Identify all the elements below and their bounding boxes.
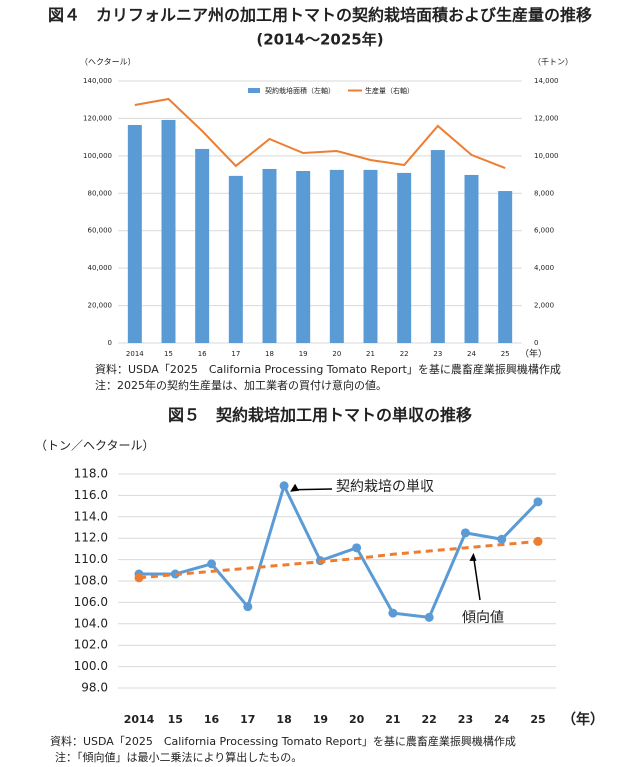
y-tick-label: 120,000 (83, 114, 112, 122)
source: 資料：USDA「2025 California Processing Tomat… (50, 734, 516, 748)
y-tick-label: 100.0 (74, 659, 108, 673)
x-tick-label: 15 (164, 350, 173, 358)
y-tick-label: 98.0 (81, 681, 108, 695)
bar (397, 172, 412, 343)
point (243, 602, 253, 612)
chart-subtitle: (2014～2025年) (256, 31, 383, 49)
x-tick-label: 25 (501, 350, 510, 358)
x-tick-label: 15 (168, 713, 183, 726)
bar (430, 150, 445, 343)
y-tick-label: 114.0 (74, 509, 108, 523)
y-tick-label: 80,000 (88, 189, 113, 197)
x-tick-label: 19 (299, 350, 308, 358)
y2-axis-label: （千トン） (533, 57, 573, 67)
x-tick-label: 19 (313, 713, 328, 726)
x-unit: （年） (562, 711, 604, 728)
bar (228, 175, 243, 343)
chart-title: 図５ 契約栽培加工用トマトの単収の推移 (168, 406, 472, 425)
y-tick-label: 100,000 (83, 152, 112, 160)
x-tick-label: 16 (204, 713, 220, 726)
line (138, 539, 539, 580)
y-tick-label: 40,000 (88, 264, 113, 272)
y-tick-label: 60,000 (88, 227, 113, 235)
y-tick-label: 0 (108, 339, 112, 347)
annotation: 契約栽培の単収 (336, 479, 434, 495)
y-tick-label: 108.0 (74, 574, 108, 588)
arrow (472, 555, 481, 601)
arrowhead (290, 483, 300, 492)
x-tick-label: 2014 (126, 350, 144, 358)
point (424, 612, 434, 622)
y2-tick-label: 6,000 (534, 227, 554, 235)
bar (161, 119, 176, 343)
y-tick-label: 104.0 (74, 616, 108, 630)
y2-tick-label: 14,000 (534, 77, 559, 85)
x-tick-label: 22 (422, 713, 437, 726)
bar (498, 191, 513, 343)
x-tick-label: 20 (349, 713, 365, 726)
note: 注：2025年の契約生産量は、加工業者の買付け意向の値。 (95, 378, 387, 392)
y-tick-label: 110.0 (74, 552, 108, 566)
annotation: 傾向値 (462, 610, 504, 626)
bar (296, 171, 311, 343)
y2-tick-label: 4,000 (534, 264, 554, 272)
line (134, 97, 506, 169)
y-axis-label: （ヘクタール） (80, 58, 136, 67)
x-tick-label: 16 (198, 350, 207, 358)
y2-tick-label: 12,000 (534, 114, 559, 122)
x-tick-label: 23 (458, 713, 473, 726)
y2-tick-label: 2,000 (534, 302, 554, 310)
y2-tick-label: 8,000 (534, 189, 554, 197)
bar (329, 169, 344, 343)
bar (464, 174, 479, 343)
arrowhead (469, 552, 477, 561)
bar (262, 168, 277, 343)
x-tick-label: 20 (332, 350, 341, 358)
point (497, 534, 507, 544)
bar (363, 169, 378, 343)
point (388, 608, 398, 618)
point (460, 528, 470, 538)
x-tick-label: 24 (467, 350, 476, 358)
line (139, 481, 540, 620)
y2-tick-label: 10,000 (534, 152, 559, 160)
x-tick-label: 2014 (124, 713, 155, 726)
x-tick-label: 18 (276, 713, 291, 726)
arrow (292, 488, 333, 491)
x-tick-label: 24 (494, 713, 510, 726)
x-tick-label: 23 (433, 350, 442, 358)
note: 注：「傾向値」は最小二乗法により算出したもの。 (55, 750, 302, 764)
y-tick-label: 106.0 (74, 595, 108, 609)
y-tick-label: 118.0 (74, 467, 108, 481)
legend-label: 契約栽培面積（左軸） (265, 86, 335, 95)
x-tick-label: 18 (265, 350, 274, 358)
y-tick-label: 140,000 (83, 77, 112, 85)
x-tick-label: 21 (385, 713, 400, 726)
point (134, 573, 144, 583)
x-unit: （年） (520, 348, 547, 360)
x-tick-label: 17 (231, 350, 240, 358)
chart-title: 図４ カリフォルニア州の加工用トマトの契約栽培面積および生産量の推移 (48, 6, 592, 25)
point (279, 481, 289, 491)
y-tick-label: 102.0 (74, 638, 108, 652)
bar (127, 124, 142, 343)
point (533, 497, 543, 507)
legend-swatch (248, 88, 260, 93)
x-tick-label: 17 (240, 713, 255, 726)
x-tick-label: 21 (366, 350, 375, 358)
x-tick-label: 25 (530, 713, 545, 726)
y-tick-label: 116.0 (74, 488, 108, 502)
y-axis-label: （トン／ヘクタール） (35, 439, 155, 453)
y-tick-label: 20,000 (88, 302, 113, 310)
x-tick-label: 22 (400, 350, 409, 358)
bar (195, 148, 210, 343)
point (352, 543, 362, 553)
legend-label: 生産量（右軸） (365, 86, 414, 95)
point (207, 559, 217, 569)
y2-tick-label: 0 (534, 339, 538, 347)
source: 資料：USDA「2025 California Processing Tomat… (95, 362, 561, 376)
point (533, 536, 543, 546)
y-tick-label: 112.0 (74, 531, 108, 545)
